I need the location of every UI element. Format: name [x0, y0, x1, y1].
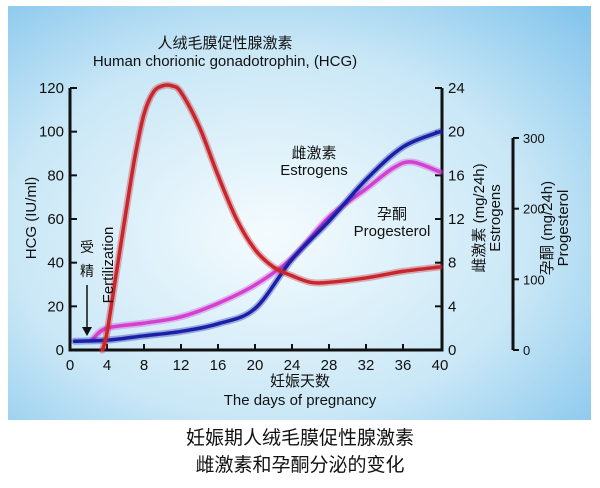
progesterol-label-en: Progesterol	[354, 223, 431, 240]
right-tick-label: 12	[448, 211, 465, 228]
x-tick-label: 4	[103, 357, 111, 374]
caption-line-1: 妊娠期人绒毛膜促性腺激素	[186, 427, 414, 449]
progesterol-line	[91, 160, 442, 341]
x-tick-label: 36	[395, 357, 412, 374]
estrogens-label-en: Estrogens	[280, 162, 348, 179]
progesterol-label-cn: 孕酮	[377, 206, 407, 223]
xlabel-en: The days of pregnancy	[224, 392, 377, 409]
x-tick-label: 28	[321, 357, 338, 374]
left-tick-label: 0	[56, 342, 64, 359]
caption-line-2: 雌激素和孕酮分泌的变化	[195, 454, 404, 476]
x-tick-label: 16	[210, 357, 227, 374]
x-tick-label: 24	[284, 357, 301, 374]
fertilization-en: Fertilization	[100, 227, 117, 304]
x-tick-label: 32	[358, 357, 375, 374]
left-tick-label: 40	[47, 255, 64, 272]
left-tick-label: 20	[47, 298, 64, 315]
left-tick-label: 80	[47, 167, 64, 184]
estrogens-line	[72, 129, 442, 344]
x-tick-label: 40	[432, 357, 449, 374]
right-tick-label: 0	[448, 342, 456, 359]
far-right-tick-label: 300	[523, 131, 545, 146]
x-tick-label: 20	[247, 357, 264, 374]
right-tick-label: 20	[448, 124, 465, 141]
x-tick-label: 0	[66, 357, 74, 374]
right-axis-label-en: Estrogens	[487, 184, 504, 252]
right-tick-label: 16	[448, 167, 465, 184]
left-tick-label: 60	[47, 211, 64, 228]
x-tick-label: 12	[173, 357, 190, 374]
title-cn: 人绒毛膜促性腺激素	[157, 35, 292, 52]
fertilization-arrowhead	[82, 327, 92, 336]
right-tick-label: 24	[448, 80, 465, 97]
left-axis-label: HCG (IU/ml)	[23, 177, 40, 260]
xlabel-cn: 妊娠天数	[270, 373, 330, 390]
left-tick-label: 120	[39, 80, 64, 97]
left-tick-label: 100	[39, 124, 64, 141]
right-axis-label-cn: 雌激素 (mg/24h)	[471, 163, 488, 272]
right-tick-label: 8	[448, 255, 456, 272]
x-tick-label: 8	[140, 357, 148, 374]
far-right-tick-label: 100	[523, 272, 545, 287]
estrogens-label-cn: 雌激素	[291, 145, 336, 162]
fertilization-cn-2: 精	[80, 263, 94, 279]
hcg-line	[100, 83, 442, 352]
far-right-axis-label-cn: 孕酮 (mg/24h)	[539, 181, 556, 275]
far-right-tick-label: 200	[523, 202, 545, 217]
far-right-axis-label-en: Progesterol	[555, 190, 572, 267]
far-right-tick-label: 0	[523, 343, 530, 358]
fertilization-cn-1: 受	[80, 239, 94, 255]
title-en: Human chorionic gonadotrophin, (HCG)	[93, 53, 357, 70]
right-tick-label: 4	[448, 298, 456, 315]
